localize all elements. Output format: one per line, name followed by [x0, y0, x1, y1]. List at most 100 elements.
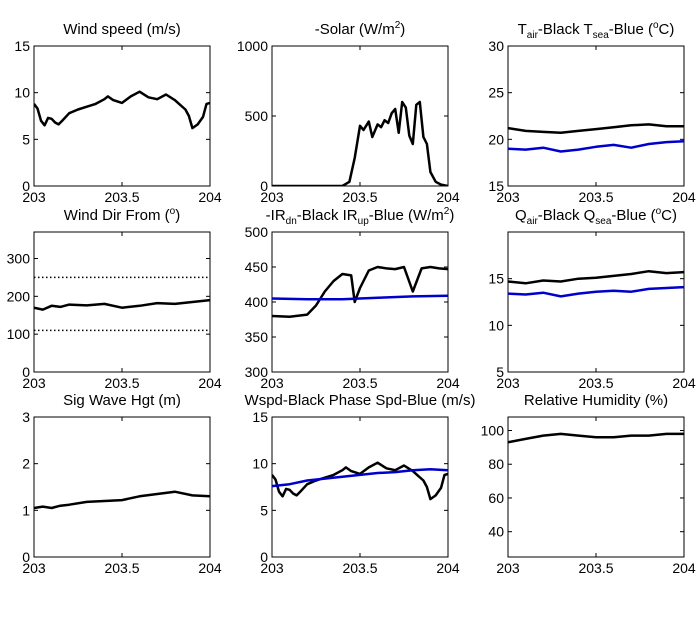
y-tick-label: 0 — [22, 364, 30, 380]
y-tick-label: 60 — [488, 490, 504, 506]
panel-title: Relative Humidity (%) — [524, 392, 668, 409]
y-tick-label: 15 — [488, 271, 504, 287]
x-tick-label: 203.5 — [342, 375, 377, 391]
title-part: C) — [661, 207, 677, 224]
panel-title: -IRdn-Black IRup-Blue (W/m2) — [266, 206, 455, 227]
series-line — [508, 123, 684, 135]
series-line — [508, 269, 684, 285]
y-tick-label: 100 — [481, 422, 505, 438]
title-part: sea — [595, 216, 612, 227]
title-part: o — [656, 206, 662, 217]
y-tick-label: 10 — [488, 317, 504, 333]
plot-area — [271, 416, 449, 558]
x-tick-label: 203 — [496, 375, 520, 391]
y-tick-label: 500 — [245, 108, 269, 124]
title-part: Q — [515, 207, 527, 224]
y-tick-label: 5 — [22, 131, 30, 147]
panel-title: Wind speed (m/s) — [63, 21, 181, 38]
x-tick-label: 204 — [436, 560, 460, 576]
x-tick-label: 204 — [436, 189, 460, 205]
panel-title: Wspd-Black Phase Spd-Blue (m/s) — [245, 392, 476, 409]
x-tick-label: 203 — [22, 189, 46, 205]
title-sup: 2 — [395, 20, 401, 31]
y-tick-label: 350 — [245, 329, 269, 345]
panel-title: -Solar (W/m2) — [315, 20, 406, 38]
panel-wind-dir: Wind Dir From (o) 203 203.5 204 0 100 200 300 — [7, 206, 222, 391]
title-part: -IR — [266, 207, 286, 224]
y-tick-label: 15 — [488, 178, 504, 194]
y-tick-label: 40 — [488, 524, 504, 540]
plot-area — [271, 231, 449, 373]
x-tick-label: 203 — [496, 189, 520, 205]
title-text: -Solar (W/m — [315, 21, 395, 38]
panel-longwave: -IRdn-Black IRup-Blue (W/m2) 203 203.5 204 3… — [245, 206, 460, 391]
panel-wind-speed: Wind speed (m/s) 203 203.5 204 0 5 10 15 — [14, 21, 221, 205]
series-line — [34, 490, 210, 510]
y-tick-label: 30 — [488, 38, 504, 54]
y-tick-label: 20 — [488, 131, 504, 147]
series-line — [272, 461, 448, 501]
x-tick-label: 204 — [672, 560, 696, 576]
x-tick-label: 203.5 — [104, 375, 139, 391]
title-part: -Blue (W/m — [369, 207, 444, 224]
title-part: -Black T — [538, 21, 593, 38]
y-tick-label: 10 — [252, 456, 268, 472]
series-line — [272, 265, 448, 318]
plot-area — [507, 416, 685, 558]
x-tick-label: 204 — [198, 560, 222, 576]
y-tick-label: 1 — [22, 502, 30, 518]
y-tick-label: 300 — [7, 250, 31, 266]
plot-area — [33, 416, 211, 558]
x-tick-label: 203 — [260, 189, 284, 205]
plot-area — [507, 45, 685, 187]
x-tick-label: 203.5 — [578, 560, 613, 576]
series-line — [34, 90, 210, 130]
title-part: -Blue ( — [611, 207, 655, 224]
y-tick-label: 15 — [14, 38, 30, 54]
x-tick-label: 203.5 — [578, 375, 613, 391]
y-tick-label: 300 — [245, 364, 269, 380]
x-tick-label: 203.5 — [104, 560, 139, 576]
y-tick-label: 10 — [14, 85, 30, 101]
y-tick-label: 5 — [260, 502, 268, 518]
title-end: ) — [175, 207, 180, 224]
x-tick-label: 204 — [198, 375, 222, 391]
y-tick-label: 200 — [7, 288, 31, 304]
x-tick-label: 203.5 — [578, 189, 613, 205]
title-part: -Blue ( — [609, 21, 653, 38]
plot-area — [33, 45, 211, 187]
x-tick-label: 203 — [496, 560, 520, 576]
title-part: o — [653, 20, 659, 31]
y-tick-label: 0 — [260, 549, 268, 565]
y-tick-label: 80 — [488, 456, 504, 472]
plot-area — [33, 231, 211, 373]
title-part: T — [518, 21, 527, 38]
x-tick-label: 203 — [22, 375, 46, 391]
x-tick-label: 204 — [672, 375, 696, 391]
panel-wave-height: Sig Wave Hgt (m) 203 203.5 204 0 1 2 3 — [22, 392, 222, 576]
title-text: Wind speed (m/s) — [63, 21, 181, 38]
x-tick-label: 204 — [436, 375, 460, 391]
y-tick-label: 2 — [22, 456, 30, 472]
title-part: ) — [449, 207, 454, 224]
y-tick-label: 3 — [22, 409, 30, 425]
series-line — [272, 468, 448, 488]
title-end: ) — [400, 21, 405, 38]
series-line — [508, 139, 684, 153]
series-line — [508, 285, 684, 298]
panel-rel-humidity: Relative Humidity (%) 203 203.5 204 40 60 80 10… — [481, 392, 696, 576]
title-sup: o — [170, 206, 176, 217]
title-part: -Black Q — [538, 207, 596, 224]
title-text: Wspd-Black Phase Spd-Blue (m/s) — [245, 392, 476, 409]
panel-humidity-q: Qair-Black Qsea-Blue (oC) 203 203.5 204 5 10 1… — [488, 206, 695, 391]
x-tick-label: 203 — [260, 560, 284, 576]
title-text: Relative Humidity (%) — [524, 392, 668, 409]
panel-title: Tair-Black Tsea-Blue (oC) — [518, 20, 675, 41]
x-tick-label: 203.5 — [342, 560, 377, 576]
x-tick-label: 204 — [198, 189, 222, 205]
plot-area — [271, 45, 449, 187]
title-part: 2 — [444, 206, 450, 217]
x-tick-label: 203 — [22, 560, 46, 576]
series-line — [272, 294, 448, 301]
